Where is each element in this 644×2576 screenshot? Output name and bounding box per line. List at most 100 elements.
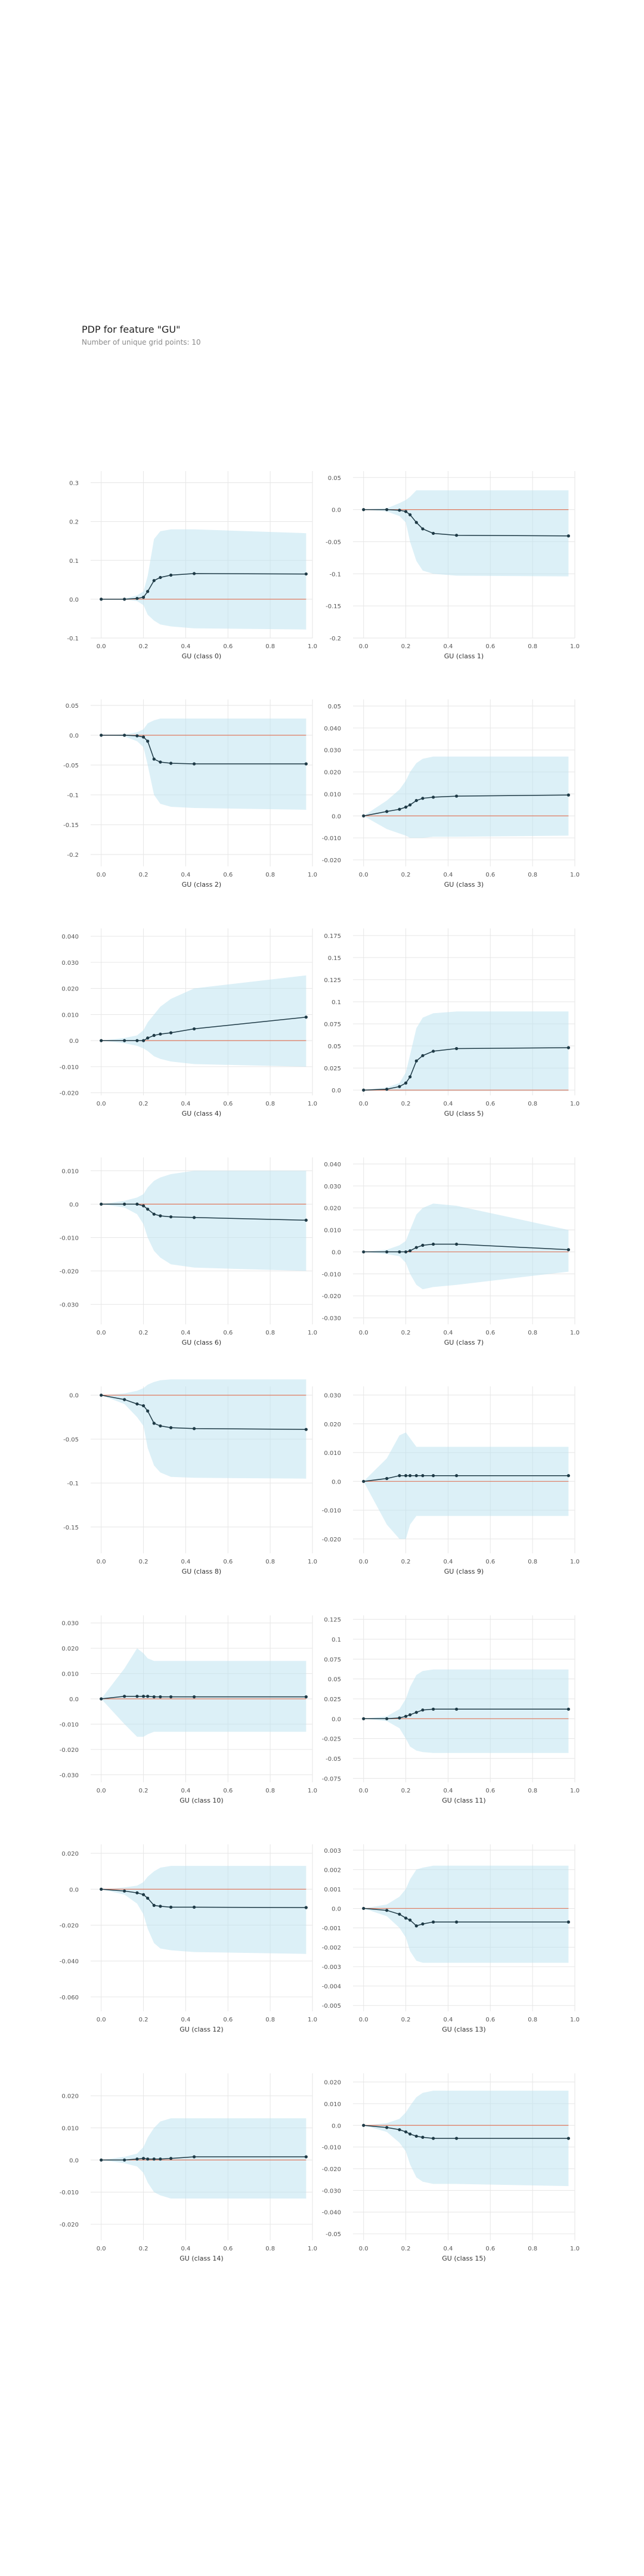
pdp-point: [152, 579, 156, 583]
y-tick-label: 0.0: [69, 1887, 79, 1893]
x-tick-label: 0.0: [359, 643, 369, 650]
y-tick-label: -0.040: [60, 1959, 79, 1965]
x-tick-label: 0.0: [97, 1330, 106, 1336]
y-tick-label: -0.040: [322, 2210, 341, 2216]
pdp-point: [304, 572, 308, 576]
x-tick-label: 0.8: [528, 1788, 537, 1794]
pdp-point: [421, 1054, 425, 1057]
pdp-point: [566, 2137, 570, 2140]
y-tick-label: -0.020: [60, 1922, 79, 1929]
y-tick-label: 0.010: [61, 1012, 79, 1018]
pdp-point: [193, 762, 196, 766]
pdp-point: [146, 1409, 150, 1413]
confidence-band: [101, 1171, 306, 1271]
pdp-panel-class-6: 0.0 0.2 0.4 0.6 0.8 1.0 -0.030 -0.020 -0.010 0.0 0…: [60, 1157, 317, 1346]
x-tick-label: 0.2: [401, 1788, 411, 1794]
pdp-point: [421, 2135, 425, 2139]
x-axis-label: GU (class 7): [444, 1339, 484, 1346]
pdp-point: [362, 508, 366, 512]
confidence-band: [363, 1203, 569, 1290]
pdp-point: [135, 1202, 139, 1206]
x-tick-label: 0.2: [139, 643, 148, 650]
y-tick-label: 0.0: [332, 2123, 341, 2129]
y-tick-label: -0.010: [322, 1508, 341, 1515]
x-tick-label: 0.4: [181, 1330, 190, 1336]
pdp-point: [566, 793, 570, 797]
y-tick-label: 0.0: [332, 1479, 341, 1485]
y-tick-label: 0.040: [324, 726, 341, 732]
pdp-point: [193, 1027, 196, 1031]
x-axis-label: GU (class 0): [182, 652, 221, 660]
y-tick-label: -0.2: [67, 852, 79, 859]
pdp-point: [432, 1474, 435, 1478]
confidence-band: [363, 1432, 569, 1539]
x-tick-label: 0.0: [97, 1788, 106, 1794]
y-tick-label: 0.003: [324, 1848, 341, 1854]
pdp-point: [421, 1243, 425, 1247]
x-tick-label: 1.0: [308, 643, 317, 650]
pdp-point: [455, 794, 459, 798]
pdp-point: [414, 2134, 418, 2138]
x-tick-label: 0.0: [359, 2017, 369, 2023]
x-tick-label: 0.6: [223, 1101, 233, 1107]
x-tick-label: 0.0: [97, 643, 106, 650]
pdp-point: [169, 2157, 173, 2160]
pdp-point: [421, 1474, 425, 1478]
x-tick-label: 0.6: [223, 872, 233, 878]
pdp-point: [146, 590, 150, 593]
x-tick-label: 0.2: [139, 1559, 148, 1565]
x-tick-label: 0.0: [359, 1330, 369, 1336]
pdp-point: [146, 1208, 150, 1211]
y-tick-label: 0.075: [324, 1657, 341, 1663]
pdp-point: [432, 1707, 435, 1711]
x-tick-label: 0.4: [181, 1559, 190, 1565]
y-tick-label: 0.030: [324, 1184, 341, 1190]
y-tick-label: -0.010: [60, 2190, 79, 2196]
pdp-point: [362, 2123, 366, 2127]
y-tick-label: -0.030: [60, 1302, 79, 1308]
x-tick-label: 0.6: [485, 643, 495, 650]
y-tick-label: 0.010: [61, 1168, 79, 1175]
x-axis-label: GU (class 12): [179, 2026, 223, 2033]
pdp-point: [123, 1889, 126, 1893]
confidence-band: [101, 975, 306, 1067]
x-tick-label: 0.2: [139, 1101, 148, 1107]
x-tick-label: 1.0: [308, 1330, 317, 1336]
pdp-panel-class-15: 0.0 0.2 0.4 0.6 0.8 1.0 -0.05 -0.040 -0.030 -0.02…: [322, 2073, 580, 2262]
y-tick-label: 0.05: [328, 1044, 341, 1050]
y-tick-label: 0.020: [61, 1851, 79, 1857]
pdp-line: [101, 1394, 306, 1430]
pdp-point: [362, 814, 366, 818]
y-tick-label: 0.0: [332, 1716, 341, 1723]
x-tick-label: 1.0: [570, 872, 580, 878]
x-tick-label: 0.8: [265, 1101, 275, 1107]
y-tick-label: 0.020: [61, 2094, 79, 2100]
x-axis-label: GU (class 15): [442, 2255, 485, 2262]
x-tick-label: 0.2: [401, 1101, 411, 1107]
y-tick-label: -0.1: [67, 792, 79, 799]
pdp-point: [414, 521, 418, 524]
x-tick-label: 0.8: [265, 1330, 275, 1336]
pdp-point: [123, 597, 126, 601]
pdp-point: [385, 508, 389, 512]
x-tick-label: 0.0: [97, 2246, 106, 2252]
x-tick-label: 0.4: [181, 1788, 190, 1794]
pdp-line: [363, 2125, 569, 2139]
pdp-point: [404, 510, 408, 513]
pdp-point: [123, 2158, 126, 2162]
x-tick-label: 1.0: [308, 2017, 317, 2023]
y-tick-label: -0.075: [322, 1776, 341, 1782]
pdp-point: [152, 757, 156, 761]
y-tick-label: 0.175: [324, 933, 341, 940]
x-tick-label: 1.0: [308, 1788, 317, 1794]
pdp-point: [414, 1059, 418, 1063]
x-axis-label: GU (class 6): [182, 1339, 221, 1346]
pdp-point: [385, 1250, 389, 1254]
y-tick-label: -0.030: [322, 1315, 341, 1322]
x-tick-label: 0.4: [443, 1788, 453, 1794]
pdp-line: [363, 1908, 569, 1927]
pdp-point: [100, 1697, 103, 1701]
pdp-point: [455, 1920, 459, 1924]
pdp-point: [398, 1912, 401, 1916]
pdp-point: [123, 733, 126, 737]
